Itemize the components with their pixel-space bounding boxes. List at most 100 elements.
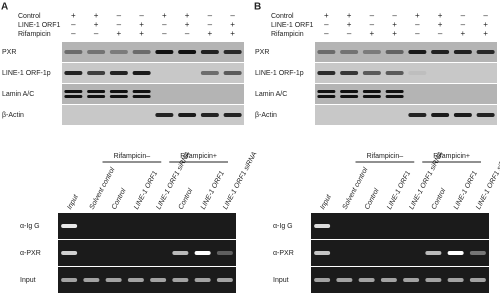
- gel-band: [83, 278, 100, 282]
- gel-band: [314, 251, 331, 255]
- blot-strip: [315, 105, 497, 125]
- blot-row-label: β-Actin: [255, 112, 277, 119]
- treatment-sign: –: [139, 11, 144, 20]
- gel-column-label: Control: [111, 187, 128, 211]
- blot-strip: [62, 105, 244, 125]
- gel-band: [216, 278, 233, 282]
- treatment-sign: +: [139, 20, 144, 29]
- gel-band: [314, 224, 331, 228]
- treatment-sign: +: [162, 11, 167, 20]
- blot-row-label: PXR: [2, 49, 16, 56]
- treatment-sign: –: [208, 11, 213, 20]
- band: [155, 50, 174, 54]
- band: [132, 50, 151, 54]
- band: [64, 90, 83, 93]
- band: [155, 113, 174, 117]
- treatment-sign: +: [461, 29, 466, 38]
- gel-band: [61, 224, 78, 228]
- band: [385, 71, 404, 75]
- band: [64, 50, 83, 54]
- treatment-sign: –: [185, 29, 190, 38]
- treatment-sign: –: [230, 11, 235, 20]
- band: [408, 113, 427, 117]
- gel-band: [403, 278, 420, 282]
- blot-row-label: β-Actin: [2, 112, 24, 119]
- blot-row-label: Lamin A/C: [2, 91, 34, 98]
- band: [109, 95, 128, 98]
- blot-strip: [315, 42, 497, 62]
- blot-row-label: LINE-1 ORF-1p: [2, 70, 51, 77]
- gel-band: [425, 278, 442, 282]
- band: [178, 113, 197, 117]
- gel-row-label: Input: [20, 277, 36, 284]
- treatment-sign: –: [370, 20, 375, 29]
- treatment-sign: –: [162, 20, 167, 29]
- gel-band: [336, 278, 353, 282]
- gel-column-label: LINE-1 ORF1 siRNA: [222, 151, 258, 211]
- treatment-label: Rifampicin: [18, 31, 51, 38]
- gel-column-label: Input: [319, 193, 333, 211]
- treatment-sign: +: [392, 29, 397, 38]
- gel-row-label: α-Ig G: [273, 223, 293, 230]
- band: [178, 50, 197, 54]
- gel-band: [61, 251, 78, 255]
- gel-band: [194, 251, 211, 255]
- treatment-sign: –: [324, 29, 329, 38]
- band: [200, 113, 219, 117]
- band: [132, 95, 151, 98]
- gel-band: [216, 251, 233, 255]
- band: [223, 113, 242, 117]
- gel-band: [358, 278, 375, 282]
- treatment-sign: +: [94, 11, 99, 20]
- treatment-sign: –: [370, 11, 375, 20]
- band: [385, 95, 404, 98]
- gel-row-label: α-Ig G: [20, 223, 40, 230]
- band: [476, 50, 495, 54]
- treatment-label: LINE-1 ORF1: [271, 22, 314, 29]
- gel-column-label: LINE-1 ORF1 siRNA: [475, 151, 500, 211]
- band: [109, 50, 128, 54]
- treatment-sign: –: [392, 11, 397, 20]
- band: [223, 50, 242, 54]
- band: [408, 71, 427, 75]
- blot-row-label: LINE-1 ORF-1p: [255, 70, 304, 77]
- blot-strip: [315, 63, 497, 83]
- gel-band: [150, 278, 167, 282]
- treatment-sign: –: [461, 11, 466, 20]
- band: [340, 71, 359, 75]
- band: [476, 113, 495, 117]
- panel-letter: B: [254, 2, 261, 13]
- gel-band: [469, 251, 486, 255]
- blot-row-label: PXR: [255, 49, 269, 56]
- gel-row-label: Input: [273, 277, 289, 284]
- band: [200, 50, 219, 54]
- gel-column-label: Control: [178, 187, 195, 211]
- band: [87, 95, 106, 98]
- band: [431, 50, 450, 54]
- treatment-sign: –: [438, 29, 443, 38]
- gel-column-label: LINE-1 ORF1: [453, 170, 479, 211]
- treatment-sign: –: [347, 29, 352, 38]
- treatment-sign: –: [117, 11, 122, 20]
- gel-group-label: Rifampicin–: [114, 153, 151, 160]
- treatment-sign: +: [230, 20, 235, 29]
- panel-letter: A: [1, 2, 8, 13]
- treatment-sign: +: [208, 29, 213, 38]
- blot-strip: [62, 63, 244, 83]
- band: [317, 50, 336, 54]
- gel-band: [469, 278, 486, 282]
- band: [340, 50, 359, 54]
- band: [132, 71, 151, 75]
- gel-band: [127, 278, 144, 282]
- treatment-sign: –: [117, 20, 122, 29]
- band: [317, 71, 336, 75]
- gel-band: [172, 251, 189, 255]
- treatment-sign: +: [438, 20, 443, 29]
- gel-column-label: LINE-1 ORF1: [133, 170, 159, 211]
- gel-column-label: Control: [431, 187, 448, 211]
- gel-band: [447, 251, 464, 255]
- treatment-sign: –: [483, 11, 488, 20]
- band: [132, 90, 151, 93]
- treatment-sign: +: [117, 29, 122, 38]
